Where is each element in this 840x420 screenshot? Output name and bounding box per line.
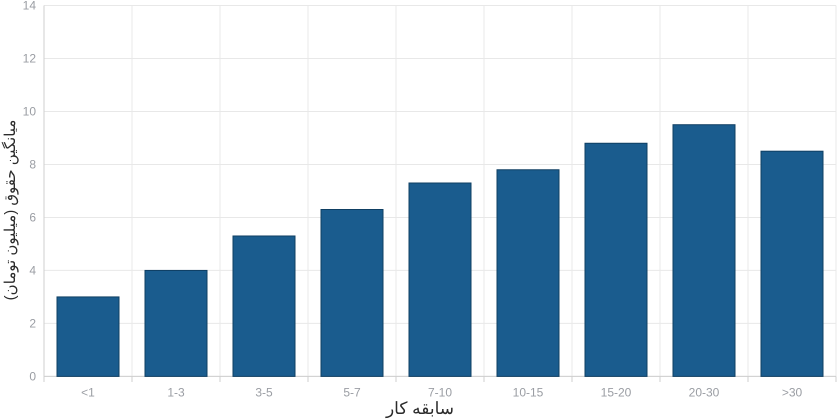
svg-text:0: 0 [29, 369, 36, 383]
svg-text:5-7: 5-7 [343, 385, 361, 399]
svg-text:20-30: 20-30 [689, 385, 720, 399]
svg-text:میانگین حقوق (میلیون تومان): میانگین حقوق (میلیون تومان) [1, 120, 19, 301]
svg-text:6: 6 [29, 210, 36, 224]
svg-text:7-10: 7-10 [428, 385, 452, 399]
svg-text:<1: <1 [81, 385, 95, 399]
svg-text:1-3: 1-3 [167, 385, 185, 399]
svg-text:سابقه کار: سابقه کار [385, 399, 454, 419]
svg-text:2: 2 [29, 316, 36, 330]
svg-text:14: 14 [23, 0, 37, 13]
svg-text:4: 4 [29, 263, 36, 277]
svg-text:12: 12 [23, 51, 37, 65]
svg-text:>30: >30 [782, 385, 803, 399]
svg-text:10: 10 [23, 104, 37, 118]
svg-text:15-20: 15-20 [601, 385, 632, 399]
svg-text:10-15: 10-15 [513, 385, 544, 399]
svg-text:8: 8 [29, 157, 36, 171]
svg-text:3-5: 3-5 [255, 385, 273, 399]
